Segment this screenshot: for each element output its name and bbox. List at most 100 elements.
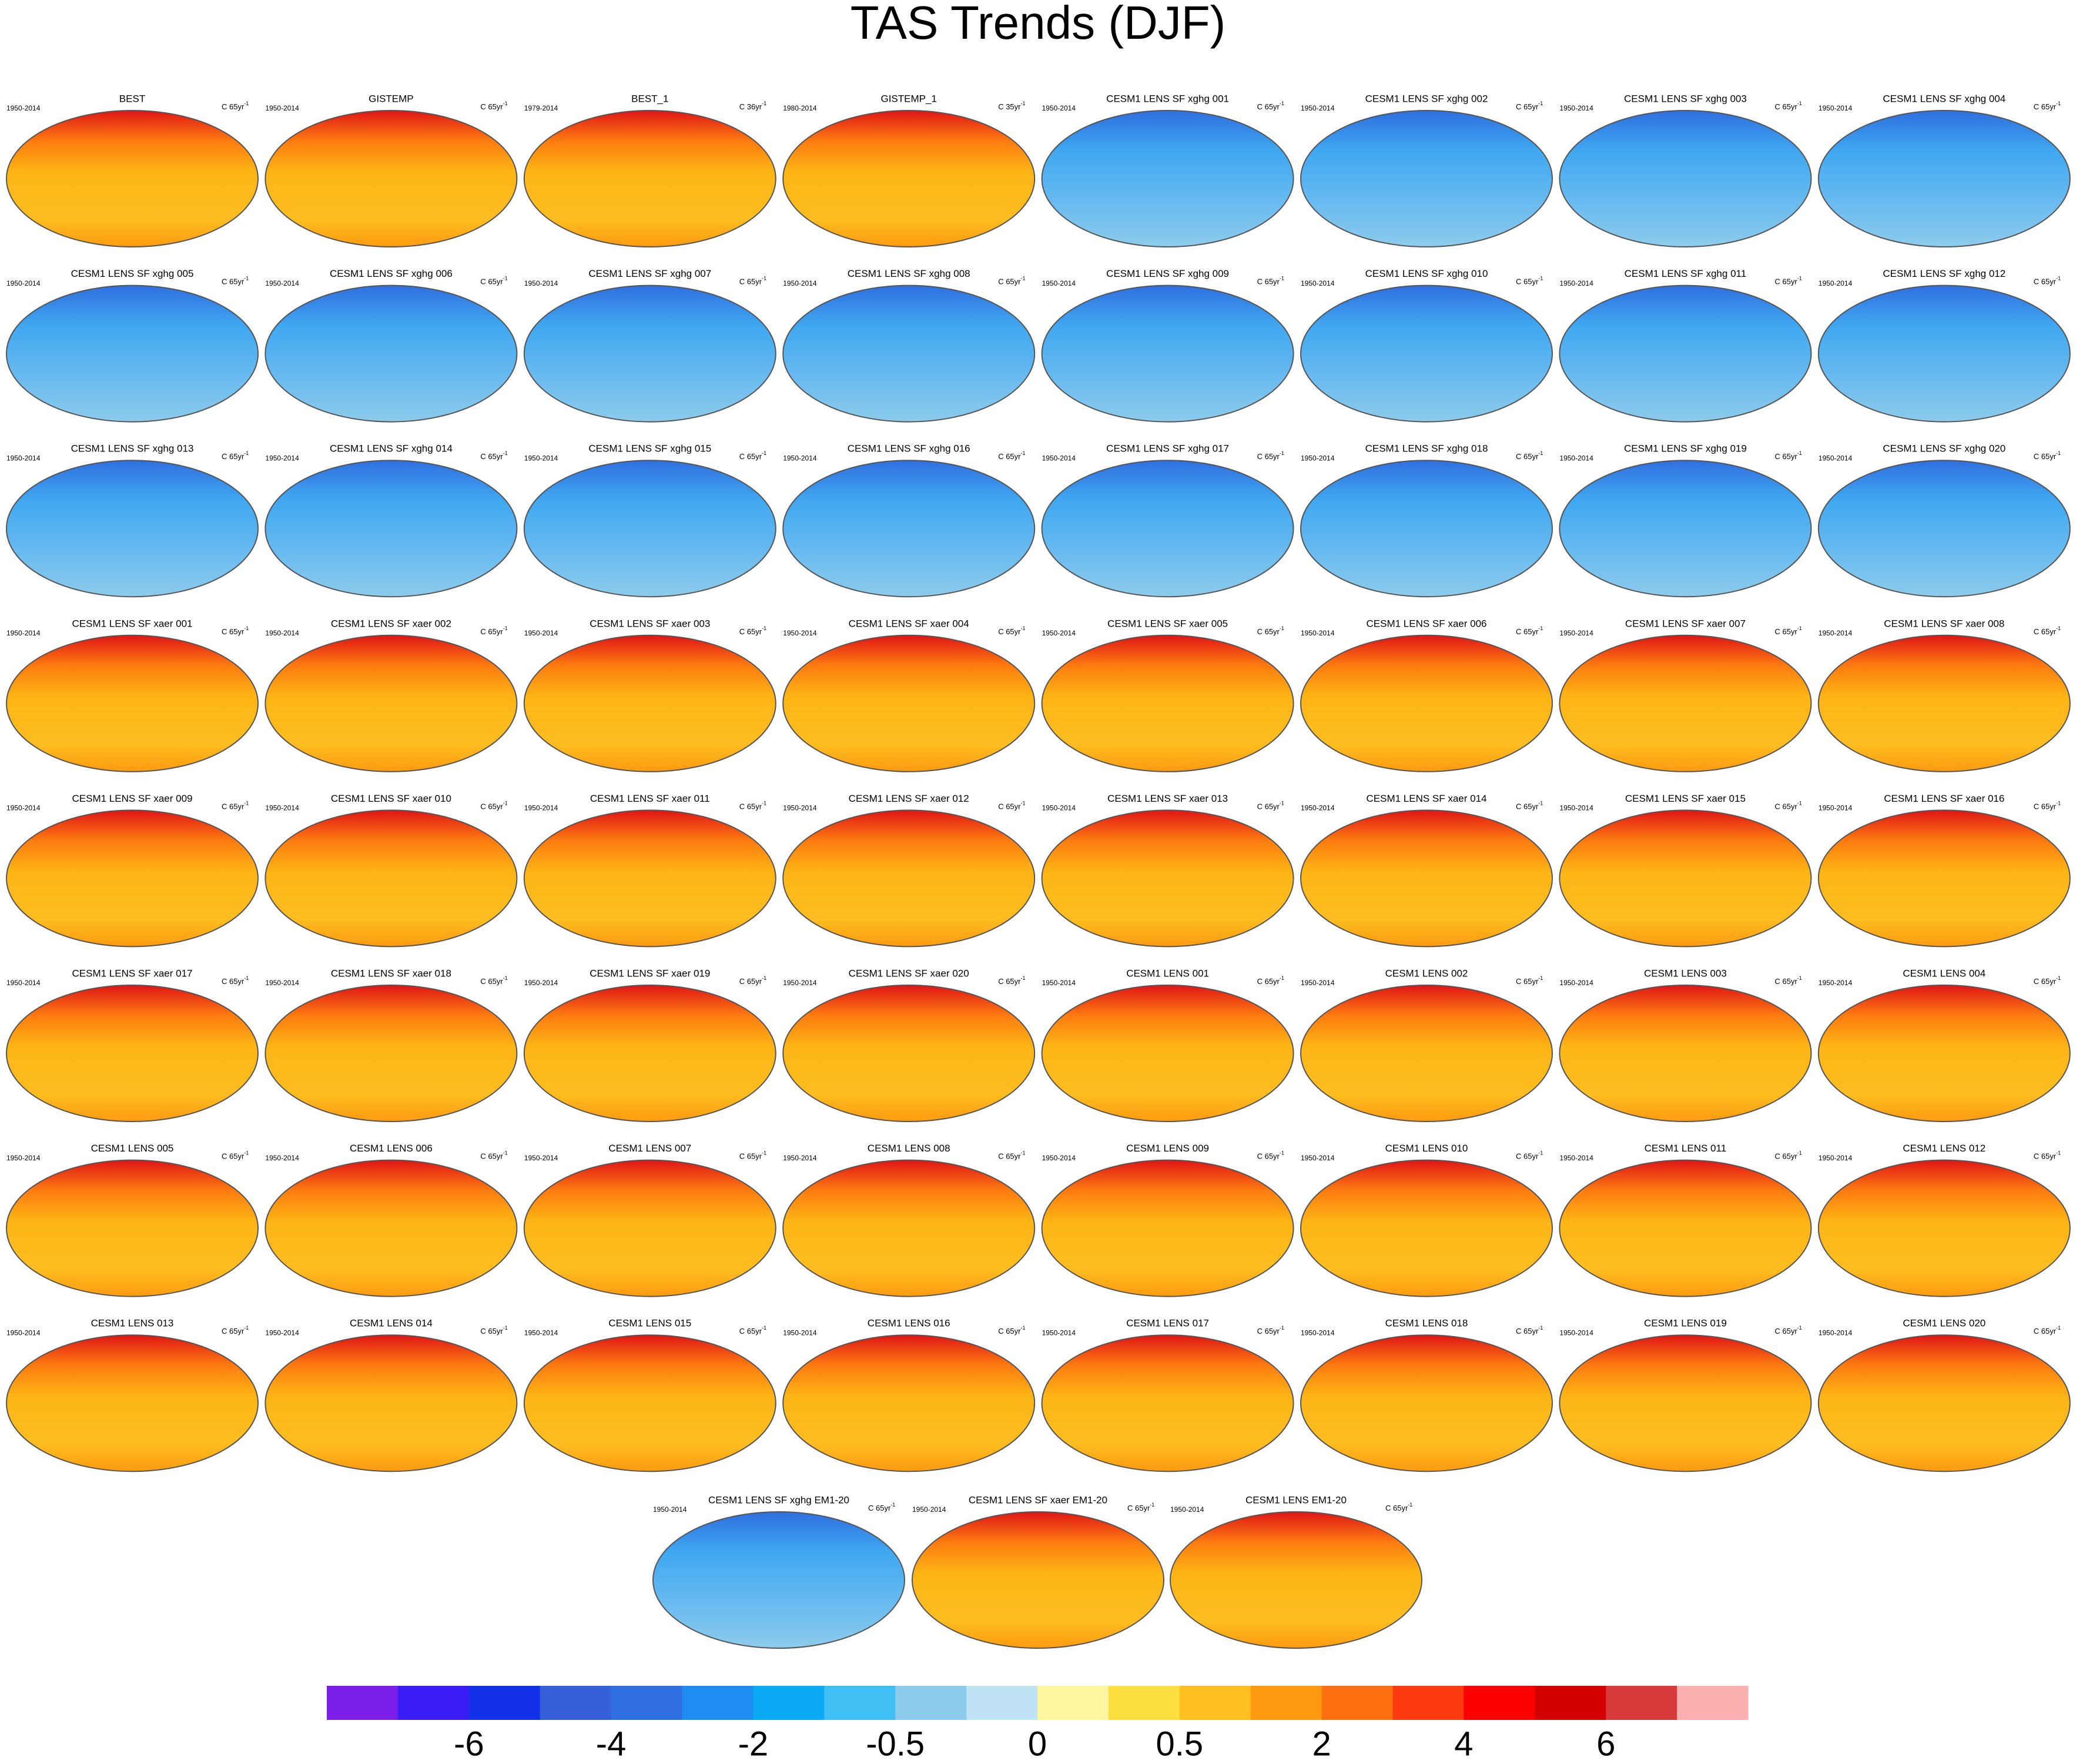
units-text: C 65yr bbox=[1257, 1152, 1280, 1161]
panel-label: BEST bbox=[119, 93, 145, 104]
colorbar-label: 2 bbox=[1312, 1725, 1331, 1763]
units-exponent: -1 bbox=[1538, 276, 1543, 282]
units-exponent: -1 bbox=[1538, 625, 1543, 631]
map bbox=[264, 634, 518, 772]
panel-period: 1980-2014 bbox=[783, 104, 817, 112]
panel-label: CESM1 LENS SF xghg 007 bbox=[588, 268, 711, 279]
panel-period: 1979-2014 bbox=[524, 104, 558, 112]
panel-label: CESM1 LENS SF xaer 005 bbox=[1107, 618, 1228, 629]
units-text: C 65yr bbox=[480, 802, 503, 811]
map bbox=[264, 1159, 518, 1297]
map bbox=[523, 985, 776, 1122]
panel-label: CESM1 LENS SF xghg 010 bbox=[1365, 268, 1488, 279]
units-exponent: -1 bbox=[503, 101, 508, 106]
panel-period: 1950-2014 bbox=[1170, 1505, 1204, 1514]
map-panel: CESM1 LENS 006 1950-2014 C 65yr-1 bbox=[264, 1143, 518, 1297]
units-exponent: -1 bbox=[1150, 1502, 1154, 1508]
map-panel: CESM1 LENS SF xaer 010 1950-2014 C 65yr-1 bbox=[264, 793, 518, 948]
units-text: C 65yr bbox=[1774, 627, 1797, 636]
map-panel: GISTEMP 1950-2014 C 65yr-1 bbox=[264, 93, 518, 247]
units-text: C 65yr bbox=[1257, 453, 1280, 461]
map-panel: CESM1 LENS 004 1950-2014 C 65yr-1 bbox=[1817, 968, 2071, 1122]
units-exponent: -1 bbox=[1538, 801, 1543, 806]
panel-label: CESM1 LENS SF xaer 020 bbox=[849, 968, 969, 979]
units-text: C 65yr bbox=[2034, 627, 2057, 636]
panel-units: C 65yr-1 bbox=[222, 276, 249, 286]
map-panel: CESM1 LENS SF xaer EM1-20 1950-2014 C 65yr… bbox=[912, 1494, 1164, 1649]
panel-label: CESM1 LENS SF xghg 006 bbox=[330, 268, 453, 279]
map bbox=[6, 460, 259, 598]
units-exponent: -1 bbox=[503, 625, 508, 631]
units-text: C 65yr bbox=[480, 1327, 503, 1336]
panel-label: BEST_1 bbox=[631, 93, 668, 104]
panel-period: 1950-2014 bbox=[1301, 454, 1335, 462]
panel-period: 1950-2014 bbox=[6, 1154, 41, 1162]
panel-units: C 65yr-1 bbox=[1516, 625, 1543, 636]
panel-units: C 65yr-1 bbox=[480, 276, 507, 286]
panel-period: 1950-2014 bbox=[524, 279, 558, 287]
units-exponent: -1 bbox=[1020, 975, 1025, 981]
panel-units: C 65yr-1 bbox=[1774, 101, 1802, 111]
units-exponent: -1 bbox=[1538, 1150, 1543, 1156]
panel-period: 1950-2014 bbox=[1042, 1328, 1076, 1337]
colorbar-box bbox=[1108, 1686, 1180, 1720]
colorbar-label: 4 bbox=[1454, 1725, 1473, 1763]
panel-period: 1950-2014 bbox=[1559, 804, 1593, 812]
units-exponent: -1 bbox=[2056, 625, 2061, 631]
map bbox=[1300, 110, 1553, 247]
units-exponent: -1 bbox=[2056, 451, 2061, 457]
colorbar-label: 6 bbox=[1596, 1725, 1615, 1763]
map bbox=[523, 284, 776, 423]
panel-units: C 65yr-1 bbox=[739, 975, 766, 986]
map bbox=[1300, 1334, 1553, 1472]
map-panel: CESM1 LENS SF xghg 007 1950-2014 C 65yr-1 bbox=[523, 268, 776, 423]
panel-units: C 65yr-1 bbox=[998, 451, 1025, 461]
units-text: C 65yr bbox=[739, 453, 762, 461]
map bbox=[1817, 985, 2071, 1122]
panel-label: CESM1 LENS SF xghg 013 bbox=[71, 443, 194, 454]
units-text: C 65yr bbox=[998, 1152, 1021, 1161]
panel-period: 1950-2014 bbox=[1559, 454, 1593, 462]
panel-units: C 65yr-1 bbox=[739, 801, 766, 811]
map-panel: CESM1 LENS SF xaer 002 1950-2014 C 65yr-1 bbox=[264, 618, 518, 772]
units-exponent: -1 bbox=[1280, 1150, 1284, 1156]
map-panel: CESM1 LENS SF xghg 003 1950-2014 C 65yr-1 bbox=[1559, 93, 1812, 247]
map bbox=[782, 1159, 1036, 1297]
units-exponent: -1 bbox=[1020, 451, 1025, 457]
map bbox=[1041, 985, 1294, 1122]
units-exponent: -1 bbox=[1538, 101, 1543, 106]
units-exponent: -1 bbox=[1280, 276, 1284, 282]
map bbox=[6, 634, 259, 772]
units-text: C 65yr bbox=[1774, 453, 1797, 461]
panel-units: C 65yr-1 bbox=[739, 451, 766, 461]
map bbox=[1817, 634, 2071, 772]
panel-period: 1950-2014 bbox=[1042, 1154, 1076, 1162]
panel-period: 1950-2014 bbox=[1301, 804, 1335, 812]
panel-period: 1950-2014 bbox=[1819, 979, 1853, 987]
panel-label: CESM1 LENS 005 bbox=[91, 1143, 174, 1154]
panel-label: CESM1 LENS 018 bbox=[1385, 1318, 1468, 1329]
units-exponent: -1 bbox=[762, 975, 766, 981]
colorbar-box bbox=[753, 1686, 825, 1720]
panel-units: C 65yr-1 bbox=[1257, 1150, 1284, 1161]
panel-period: 1950-2014 bbox=[1042, 279, 1076, 287]
panel-units: C 65yr-1 bbox=[222, 625, 249, 636]
units-exponent: -1 bbox=[1020, 1150, 1025, 1156]
map-panel: CESM1 LENS SF xghg 018 1950-2014 C 65yr-1 bbox=[1300, 443, 1553, 598]
panel-label: CESM1 LENS 015 bbox=[608, 1318, 691, 1329]
map bbox=[6, 1334, 259, 1472]
map-panel: GISTEMP_1 1980-2014 C 35yr-1 bbox=[782, 93, 1036, 247]
units-exponent: -1 bbox=[1797, 625, 1802, 631]
map bbox=[6, 985, 259, 1122]
map-panel: CESM1 LENS 018 1950-2014 C 65yr-1 bbox=[1300, 1318, 1553, 1472]
panel-period: 1950-2014 bbox=[1301, 279, 1335, 287]
panel-label: CESM1 LENS SF xghg 009 bbox=[1106, 268, 1229, 279]
panel-label: CESM1 LENS 004 bbox=[1903, 968, 1985, 979]
map bbox=[1041, 110, 1294, 247]
units-text: C 65yr bbox=[1774, 102, 1797, 111]
map-panel: CESM1 LENS 008 1950-2014 C 65yr-1 bbox=[782, 1143, 1036, 1297]
panel-period: 1950-2014 bbox=[783, 804, 817, 812]
map-panel: CESM1 LENS SF xghg 015 1950-2014 C 65yr-1 bbox=[523, 443, 776, 598]
units-text: C 65yr bbox=[998, 802, 1021, 811]
panel-label: CESM1 LENS SF xaer 002 bbox=[331, 618, 451, 629]
